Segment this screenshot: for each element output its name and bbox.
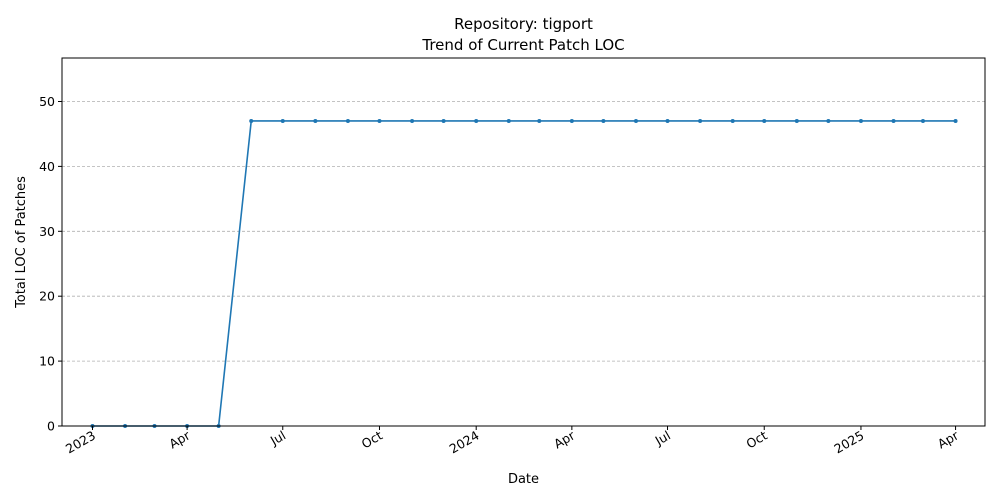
- x-tick-label: Jul: [652, 428, 673, 449]
- data-point: [569, 118, 574, 123]
- data-point: [826, 118, 831, 123]
- x-tick-label: Apr: [166, 427, 193, 451]
- x-axis-label: Date: [508, 472, 539, 487]
- y-tick-label: 20: [39, 289, 55, 304]
- data-point: [377, 118, 382, 123]
- data-point: [345, 118, 350, 123]
- data-point: [474, 118, 479, 123]
- data-point: [249, 118, 254, 123]
- data-points: [90, 118, 958, 428]
- data-point: [506, 118, 511, 123]
- data-point: [858, 118, 863, 123]
- x-tick-label: Oct: [359, 428, 385, 452]
- data-point: [410, 118, 415, 123]
- y-tick-label: 10: [39, 354, 55, 369]
- data-point: [730, 118, 735, 123]
- x-tick-label: 2023: [63, 428, 98, 457]
- data-point: [633, 118, 638, 123]
- data-point: [313, 118, 318, 123]
- series-line: [92, 120, 956, 427]
- x-tick-label: Apr: [551, 427, 578, 451]
- series-line-group: [92, 120, 956, 427]
- plot-frame: [61, 57, 986, 427]
- x-tick-label: Apr: [935, 427, 962, 451]
- data-point: [920, 118, 925, 123]
- x-tick-label: Oct: [744, 428, 770, 452]
- y-axis-label: Total LOC of Patches: [14, 176, 29, 309]
- data-point: [891, 118, 896, 123]
- data-point: [537, 118, 542, 123]
- y-tick-label: 40: [39, 159, 55, 174]
- data-point: [698, 118, 703, 123]
- data-point: [280, 118, 285, 123]
- y-axis-ticks: 0 10 20 30 40 50: [39, 94, 62, 434]
- grid-lines: [62, 101, 985, 362]
- data-point: [665, 118, 670, 123]
- y-tick-label: 50: [39, 94, 55, 109]
- x-tick-label: 2025: [831, 428, 866, 457]
- x-tick-label: 2024: [447, 428, 482, 457]
- chart-title: Repository: tigport: [454, 15, 593, 33]
- data-point: [441, 118, 446, 123]
- x-axis-ticks: 2023 Apr Jul Oct 2024 Apr Jul Oct 2025 Apr: [63, 426, 962, 457]
- data-point: [794, 118, 799, 123]
- y-tick-label: 30: [39, 224, 55, 239]
- x-tick-label: Jul: [267, 428, 288, 449]
- chart-subtitle: Trend of Current Patch LOC: [421, 36, 624, 54]
- y-tick-label: 0: [47, 419, 55, 434]
- data-point: [601, 118, 606, 123]
- data-point: [762, 118, 767, 123]
- data-point: [953, 118, 958, 123]
